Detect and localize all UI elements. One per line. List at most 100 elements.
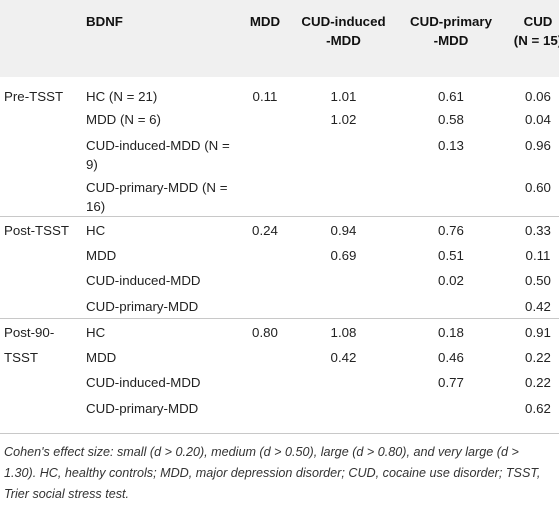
cell-cud-induced bbox=[296, 174, 391, 217]
cell-cud-primary: 0.77 bbox=[438, 375, 464, 390]
cell-mdd bbox=[234, 369, 296, 395]
header-mdd: MDD bbox=[249, 14, 281, 29]
cell-mdd bbox=[234, 106, 296, 132]
cell-cud-induced: 0.94 bbox=[296, 215, 391, 242]
cell-cud: 0.04 bbox=[525, 112, 551, 127]
cell-cud: 0.60 bbox=[525, 179, 551, 195]
table-row: CUD-primary-MDD 0.62 bbox=[0, 395, 559, 421]
cell-cud-primary: 0.13 bbox=[438, 137, 464, 153]
row-group: Pre-TSST bbox=[4, 89, 64, 104]
cell-cud: 0.96 bbox=[525, 137, 551, 153]
table-row: Post-90- HC 0.80 1.08 0.18 0.91 bbox=[0, 317, 559, 344]
header-cud-primary: CUD-primary -MDD bbox=[391, 0, 511, 77]
cell-mdd: 0.80 bbox=[234, 317, 296, 344]
cell-mdd bbox=[234, 293, 296, 319]
table-row: Pre-TSST HC (N = 21) 0.11 1.01 0.61 0.06 bbox=[0, 77, 559, 106]
row-group: Post-TSST bbox=[0, 215, 84, 242]
cell-cud: 0.62 bbox=[525, 400, 551, 416]
table-header-row: BDNF MDD CUD-induced -MDD CUD-primary -M… bbox=[0, 0, 559, 77]
header-cud-primary-line1: CUD-primary bbox=[409, 14, 492, 29]
cell-cud-induced: 1.02 bbox=[330, 112, 357, 127]
row-group bbox=[0, 106, 84, 132]
table-row: CUD-induced-MDD 0.02 0.50 bbox=[0, 267, 559, 293]
row-label: HC (N = 21) bbox=[86, 89, 158, 104]
effect-size-table: BDNF MDD CUD-induced -MDD CUD-primary -M… bbox=[0, 0, 559, 421]
header-cud-primary-line2: -MDD bbox=[433, 33, 469, 48]
cell-mdd bbox=[234, 344, 296, 370]
table-row: MDD 0.69 0.51 0.11 bbox=[0, 242, 559, 268]
cell-cud-primary: 0.18 bbox=[391, 317, 511, 344]
header-cud: CUD (N = 15) bbox=[511, 0, 559, 77]
cell-cud-primary bbox=[391, 174, 511, 217]
cell-mdd bbox=[234, 174, 296, 217]
cell-cud-primary: 0.58 bbox=[438, 112, 464, 127]
cell-mdd: 0.24 bbox=[234, 215, 296, 242]
cell-cud-induced bbox=[296, 293, 391, 319]
row-label: MDD (N = 6) bbox=[86, 112, 161, 127]
cell-cud-induced bbox=[296, 132, 391, 174]
cell-cud-induced bbox=[296, 369, 391, 395]
cell-cud: 0.06 bbox=[525, 89, 551, 104]
cell-cud-induced: 1.08 bbox=[296, 317, 391, 344]
cell-cud: 0.22 bbox=[525, 375, 551, 390]
cell-cud-induced: 0.42 bbox=[330, 349, 357, 365]
row-label: CUD-induced-MDD (N = 9) bbox=[86, 137, 230, 172]
row-group bbox=[0, 369, 84, 395]
row-group: TSST bbox=[4, 349, 38, 365]
header-bdnf: BDNF bbox=[86, 14, 123, 29]
header-cud-line2: (N = 15) bbox=[513, 33, 559, 48]
cell-cud-primary: 0.61 bbox=[438, 89, 464, 104]
cell-cud: 0.22 bbox=[525, 349, 551, 365]
header-cud-induced-line1: CUD-induced bbox=[301, 14, 386, 29]
cell-cud-primary bbox=[391, 395, 511, 421]
cell-mdd bbox=[234, 267, 296, 293]
table-footnote: Cohen's effect size: small (d > 0.20), m… bbox=[4, 445, 541, 501]
row-label: MDD bbox=[86, 247, 117, 263]
row-group bbox=[0, 395, 84, 421]
row-group bbox=[0, 132, 84, 174]
row-group: Post-90- bbox=[0, 317, 84, 344]
table-row: CUD-induced-MDD 0.77 0.22 bbox=[0, 369, 559, 395]
row-label: CUD-primary-MDD bbox=[86, 298, 199, 314]
table-row: CUD-induced-MDD (N = 9) 0.13 0.96 bbox=[0, 132, 559, 174]
row-label: CUD-induced-MDD bbox=[86, 375, 201, 390]
table-row: TSST MDD 0.42 0.46 0.22 bbox=[0, 344, 559, 370]
cell-cud: 0.11 bbox=[525, 247, 551, 263]
table-row: CUD-primary-MDD (N = 16) 0.60 bbox=[0, 174, 559, 217]
cell-cud: 0.91 bbox=[511, 317, 559, 344]
table-row: Post-TSST HC 0.24 0.94 0.76 0.33 bbox=[0, 215, 559, 242]
cell-mdd bbox=[234, 242, 296, 268]
cell-cud-induced: 0.69 bbox=[330, 247, 357, 263]
cell-cud-induced: 1.01 bbox=[330, 89, 357, 104]
row-group bbox=[0, 242, 84, 268]
row-label: CUD-primary-MDD (N = 16) bbox=[86, 179, 228, 214]
row-label: MDD bbox=[86, 349, 117, 365]
header-cud-induced-line2: -MDD bbox=[326, 33, 361, 48]
cell-cud-primary bbox=[391, 293, 511, 319]
cell-mdd bbox=[234, 395, 296, 421]
cell-cud: 0.50 bbox=[525, 273, 551, 288]
row-group bbox=[0, 293, 84, 319]
header-cud-line1: CUD bbox=[523, 14, 553, 29]
cell-cud: 0.42 bbox=[525, 298, 551, 314]
cell-mdd bbox=[234, 132, 296, 174]
table-row: MDD (N = 6) 1.02 0.58 0.04 bbox=[0, 106, 559, 132]
row-label: CUD-induced-MDD bbox=[86, 273, 201, 288]
header-cud-induced: CUD-induced -MDD bbox=[296, 0, 391, 77]
cell-cud-primary: 0.02 bbox=[438, 273, 464, 288]
row-label: CUD-primary-MDD bbox=[86, 400, 199, 416]
row-label: HC bbox=[84, 215, 234, 242]
table-row: CUD-primary-MDD 0.42 bbox=[0, 293, 559, 319]
cell-cud-primary: 0.76 bbox=[391, 215, 511, 242]
table-bottom-rule bbox=[0, 433, 559, 434]
cell-cud: 0.33 bbox=[511, 215, 559, 242]
cell-cud-primary: 0.51 bbox=[438, 247, 464, 263]
header-col0 bbox=[0, 0, 84, 77]
cell-cud-primary: 0.46 bbox=[438, 349, 464, 365]
row-label: HC bbox=[84, 317, 234, 344]
cell-mdd: 0.11 bbox=[252, 89, 278, 104]
row-group bbox=[0, 174, 84, 217]
row-group bbox=[0, 267, 84, 293]
cell-cud-induced bbox=[296, 267, 391, 293]
